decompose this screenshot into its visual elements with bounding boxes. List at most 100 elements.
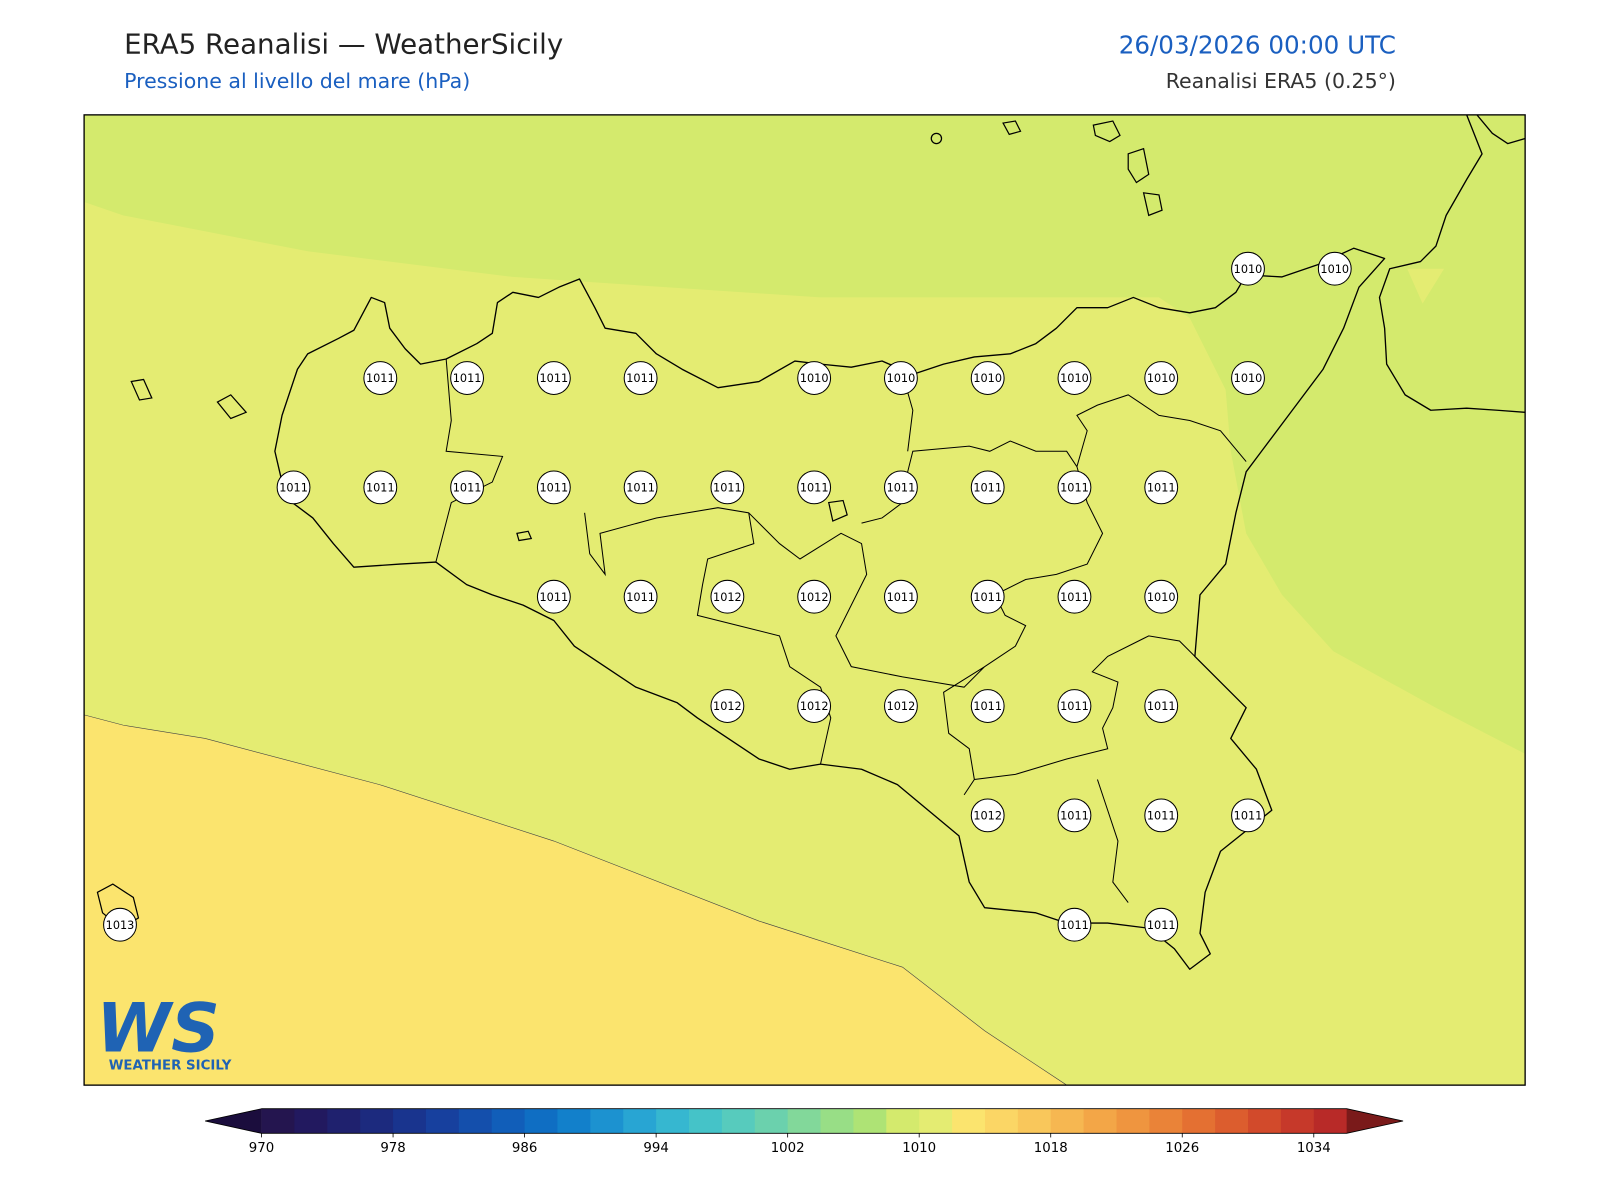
station-value: 1010 — [1147, 372, 1176, 385]
station-value: 1010 — [1320, 263, 1349, 276]
colorbar-tick-label: 970 — [249, 1141, 274, 1156]
station-marker — [1144, 470, 1179, 505]
station-marker — [797, 361, 832, 395]
station-value: 1012 — [973, 809, 1002, 822]
station-marker — [884, 689, 918, 723]
colorbar-tick-label: 1002 — [771, 1141, 805, 1156]
colorbar-tick-label: 1034 — [1297, 1141, 1331, 1156]
station-marker — [363, 361, 398, 395]
colorbar-band — [1050, 1108, 1085, 1134]
colorbar-band — [1313, 1108, 1348, 1134]
colorbar-tick-label: 994 — [643, 1141, 668, 1156]
stations: 1010 1010 1011 1011 1011 1011 1010 1010 1010 1010… — [103, 251, 1352, 942]
title: ERA5 Reanalisi — WeatherSicily — [124, 27, 563, 60]
colorbar-band — [524, 1108, 558, 1134]
colorbar-band — [1182, 1108, 1216, 1134]
colorbar-band — [623, 1108, 657, 1134]
field-high — [84, 714, 1068, 1086]
station-value: 1011 — [540, 372, 569, 385]
station-marker — [1057, 689, 1092, 723]
station-marker — [1144, 907, 1179, 942]
logo-mark: WS — [96, 988, 219, 1067]
station-value: 1012 — [887, 700, 916, 713]
colorbar-band — [1017, 1108, 1052, 1134]
station-value: 1011 — [626, 372, 655, 385]
colorbar-band — [1248, 1108, 1282, 1134]
station-value: 1011 — [713, 481, 742, 494]
colorbar-band — [656, 1108, 690, 1134]
colorbar-extend-over — [1346, 1108, 1404, 1134]
colorbar-band — [754, 1108, 789, 1134]
station-marker — [710, 579, 745, 614]
field-low — [84, 114, 1526, 754]
colorbar-band — [590, 1108, 624, 1134]
station-value: 1010 — [800, 372, 829, 385]
station-marker — [1231, 251, 1265, 286]
station-marker — [710, 470, 745, 505]
station-value: 1013 — [106, 919, 135, 932]
colorbar-tick-label: 978 — [380, 1141, 405, 1156]
station-marker — [884, 470, 918, 505]
station-marker — [797, 470, 832, 505]
logo: WS WEATHER SICILY — [96, 988, 231, 1073]
station-value: 1011 — [887, 481, 916, 494]
colorbar-band — [1083, 1108, 1118, 1134]
colorbar-band — [1116, 1108, 1150, 1134]
colorbar-band — [1149, 1108, 1183, 1134]
station-marker — [536, 579, 571, 614]
colorbar: 970 978 986 994 1002 1010 1018 1026 1034 — [205, 1108, 1404, 1156]
station-marker — [1057, 579, 1092, 614]
station-value: 1012 — [800, 591, 829, 604]
coastline-calabria — [1378, 114, 1526, 413]
station-marker — [1231, 361, 1265, 395]
colorbar-band — [886, 1108, 920, 1134]
station-marker — [884, 361, 918, 395]
station-value: 1010 — [973, 372, 1002, 385]
station-marker — [970, 470, 1005, 505]
colorbar-band — [491, 1108, 526, 1134]
station-marker — [103, 907, 137, 942]
station-value: 1011 — [1060, 919, 1089, 932]
station-value: 1011 — [453, 372, 482, 385]
field-patch — [1407, 268, 1445, 304]
islands — [96, 120, 1163, 929]
station-marker — [536, 361, 571, 395]
station-marker — [1057, 470, 1092, 505]
station-value: 1011 — [1147, 481, 1176, 494]
colorbar-extend-under — [205, 1108, 262, 1134]
colorbar-band — [952, 1108, 986, 1134]
station-marker — [1144, 798, 1179, 833]
source: Reanalisi ERA5 (0.25°) — [1166, 69, 1396, 93]
station-value: 1011 — [973, 591, 1002, 604]
station-marker — [884, 579, 918, 614]
station-marker — [623, 361, 658, 395]
colorbar-band — [557, 1108, 591, 1134]
station-value: 1010 — [1234, 263, 1263, 276]
station-value: 1011 — [1147, 809, 1176, 822]
station-marker — [623, 470, 658, 505]
station-value: 1010 — [1147, 591, 1176, 604]
station-value: 1011 — [626, 481, 655, 494]
station-marker — [363, 470, 398, 505]
logo-name: WEATHER SICILY — [109, 1059, 232, 1074]
station-marker — [450, 361, 484, 395]
colorbar-band — [294, 1108, 328, 1134]
station-marker — [1144, 579, 1179, 614]
station-marker — [970, 689, 1005, 723]
station-value: 1011 — [540, 591, 569, 604]
station-value: 1011 — [1060, 809, 1089, 822]
station-marker — [1144, 361, 1179, 395]
station-marker — [1057, 907, 1092, 942]
station-marker — [970, 361, 1005, 395]
station-marker — [536, 470, 571, 505]
colorbar-tick-label: 986 — [512, 1141, 537, 1156]
station-marker — [1317, 251, 1352, 286]
station-marker — [1144, 689, 1179, 723]
colorbar-band — [458, 1108, 493, 1134]
station-marker — [970, 798, 1005, 833]
colorbar-band — [1280, 1108, 1315, 1134]
colorbar-band — [919, 1108, 953, 1134]
station-value: 1011 — [1060, 481, 1089, 494]
